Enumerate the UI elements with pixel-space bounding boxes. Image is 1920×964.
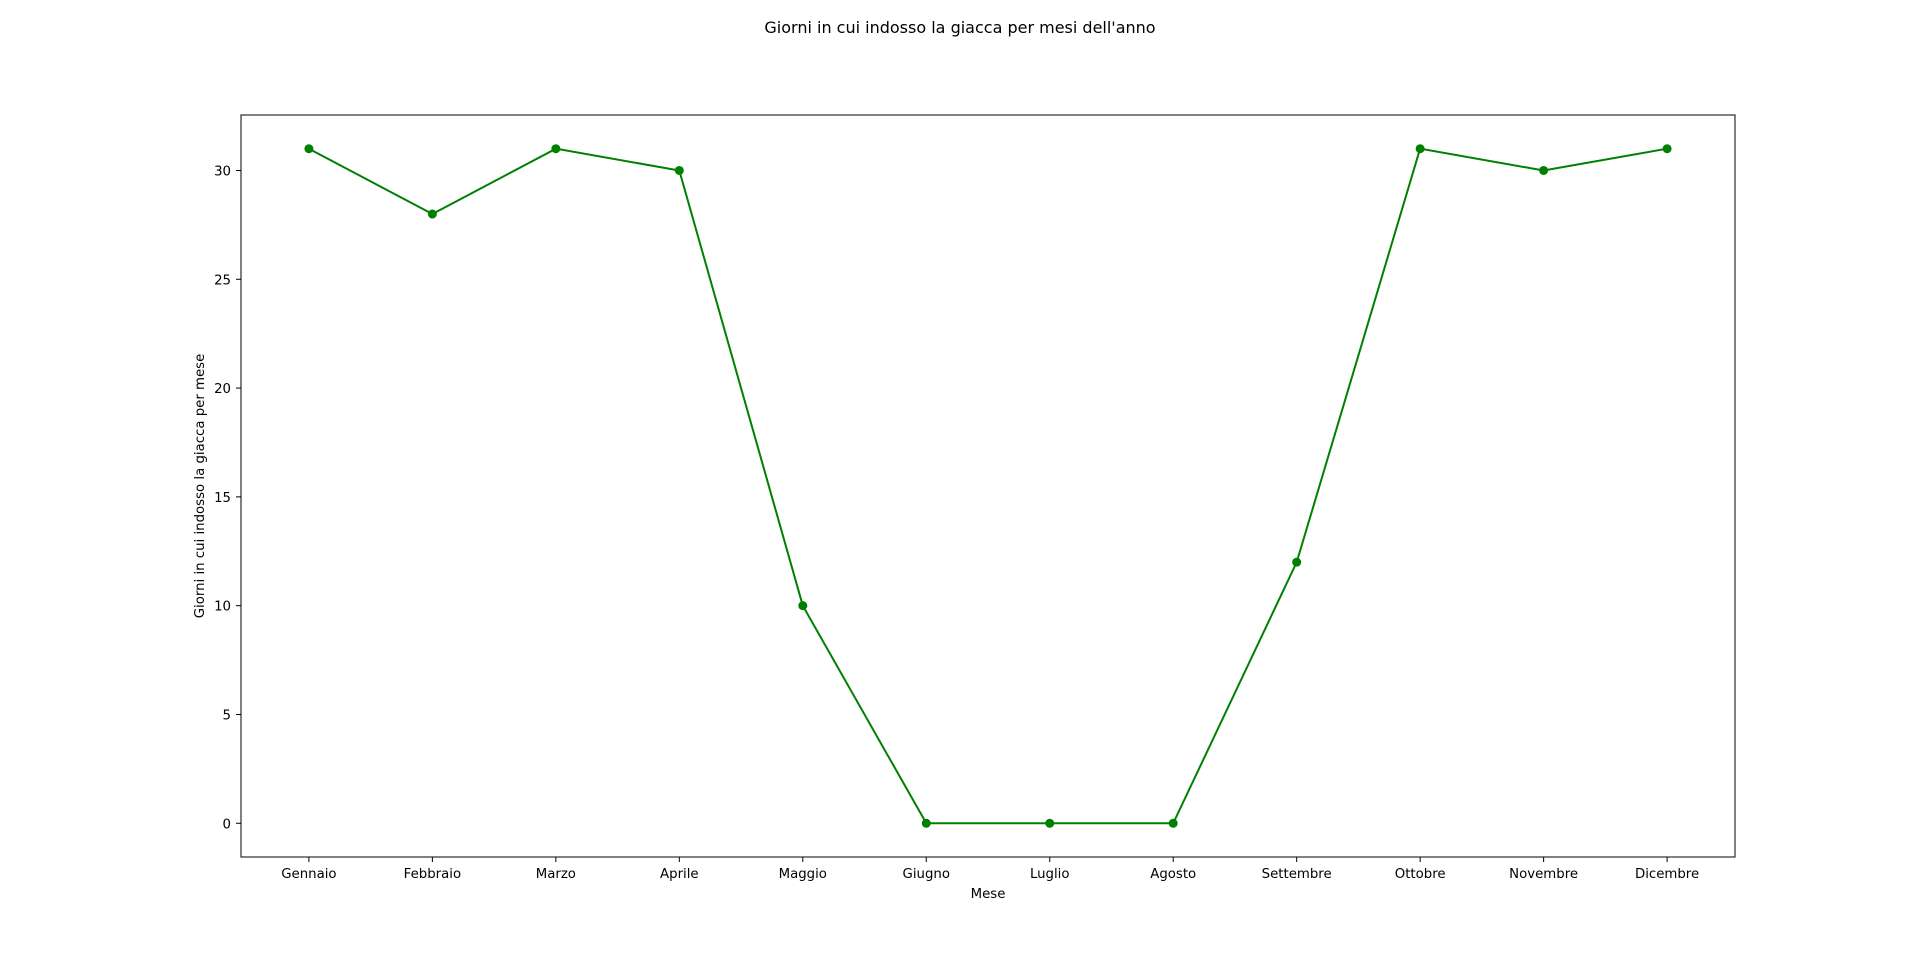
data-point: [1662, 144, 1672, 154]
x-tick-label: Settembre: [1262, 867, 1332, 882]
data-point: [1168, 818, 1178, 828]
x-tick-label: Marzo: [536, 867, 576, 882]
data-point: [1292, 557, 1302, 567]
x-tick-label: Luglio: [1030, 867, 1070, 882]
y-tick-label: 30: [214, 164, 231, 179]
data-point: [1045, 818, 1055, 828]
data-point: [921, 818, 931, 828]
data-point: [304, 144, 314, 154]
x-tick-label: Gennaio: [281, 867, 336, 882]
series-line: [308, 147, 1668, 825]
x-tick-label: Febbraio: [404, 867, 461, 882]
data-point: [1539, 165, 1549, 175]
x-tick-label: Giugno: [903, 867, 950, 882]
y-tick-label: 20: [214, 382, 231, 397]
x-tick-label: Aprile: [660, 867, 699, 882]
x-tick-label: Dicembre: [1635, 867, 1699, 882]
y-tick-label: 10: [214, 600, 231, 615]
data-point: [427, 209, 437, 219]
x-tick-label: Maggio: [779, 867, 827, 882]
y-tick-label: 15: [214, 491, 231, 506]
x-tick-label: Agosto: [1150, 867, 1196, 882]
data-point: [798, 601, 808, 611]
y-tick-label: 5: [223, 708, 231, 723]
y-tick-label: 25: [214, 273, 231, 288]
y-axis-label: Giorni in cui indosso la giacca per mese: [193, 354, 208, 619]
x-tick-label: Ottobre: [1395, 867, 1446, 882]
series-layer: [304, 144, 1672, 828]
y-axis: 0 5 10 15 20 25 30: [214, 164, 241, 832]
y-tick-label: 0: [223, 817, 231, 832]
data-point: [1415, 144, 1425, 154]
x-axis-label: Mese: [971, 887, 1006, 902]
data-point: [551, 144, 561, 154]
x-axis: Gennaio Febbraio Marzo Aprile Maggio Giugno Lu…: [281, 857, 1699, 882]
x-tick-label: Novembre: [1509, 867, 1578, 882]
plot-area: [240, 114, 1736, 858]
chart-title: Giorni in cui indosso la giacca per mesi…: [764, 18, 1155, 37]
data-point: [674, 165, 684, 175]
